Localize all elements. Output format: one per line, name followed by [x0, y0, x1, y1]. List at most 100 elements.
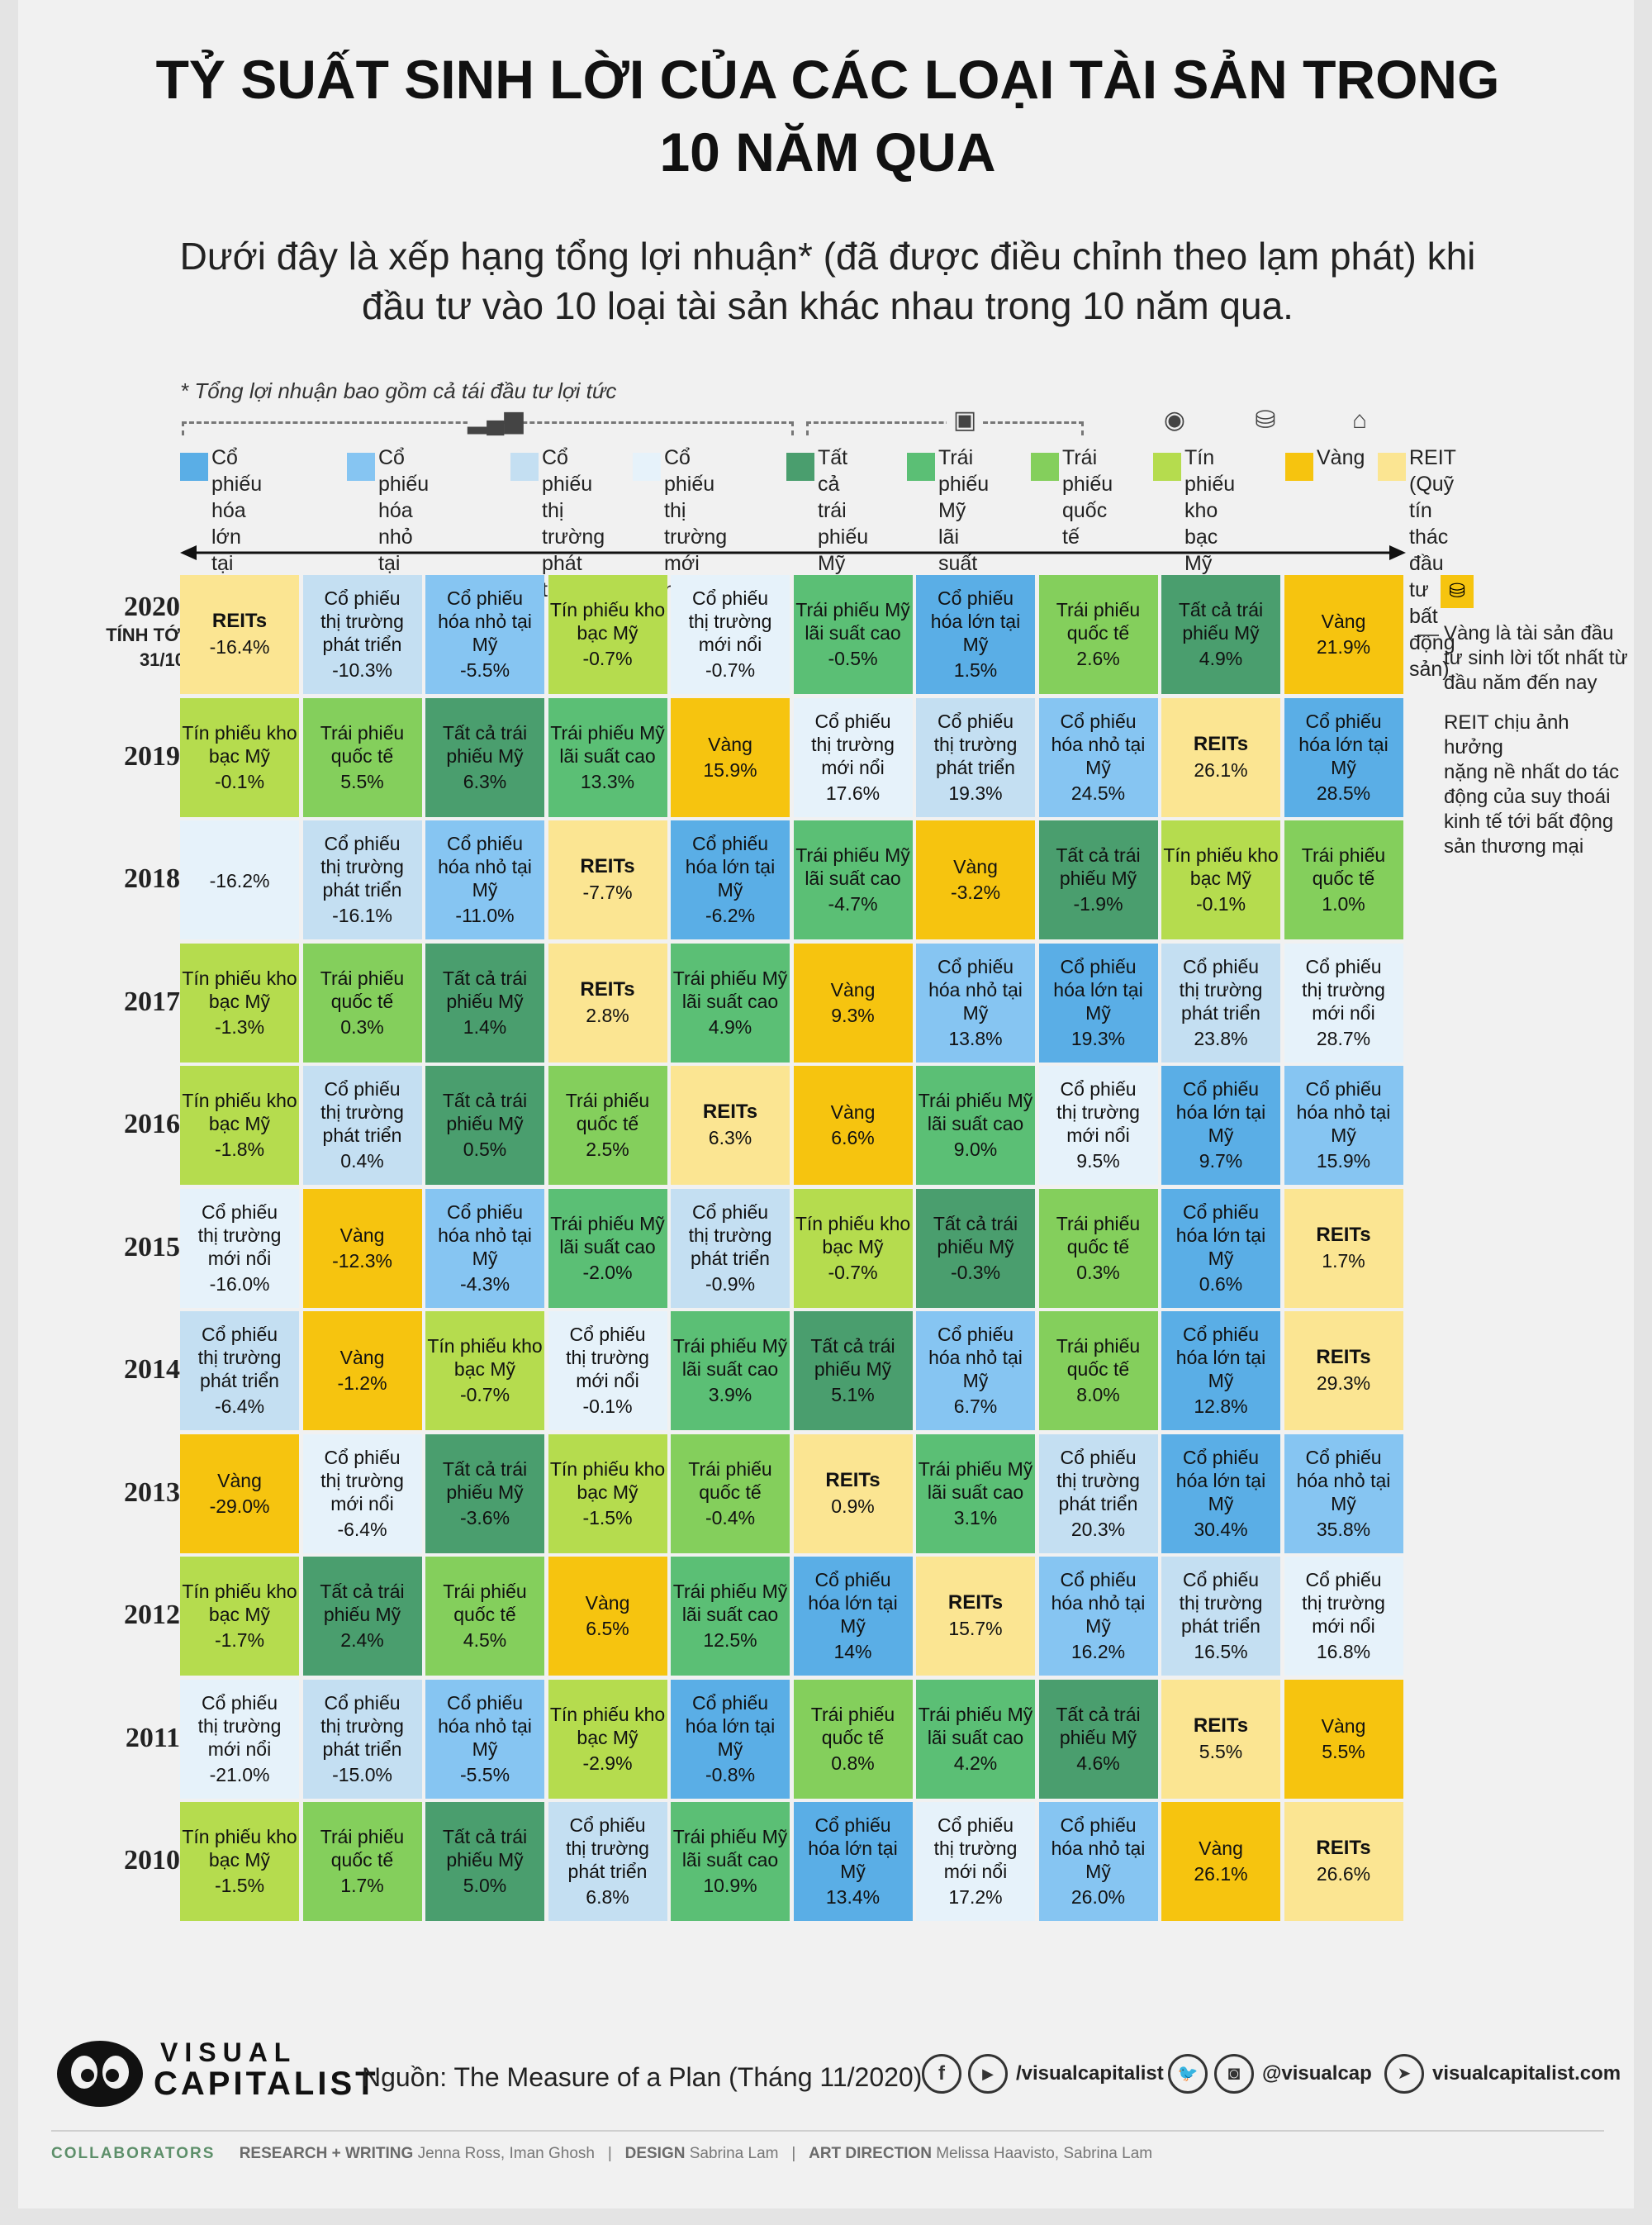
- cell-asset-name: Trái phiếu Mỹ lãi suất cao: [795, 844, 909, 890]
- cell-asset-name: REITs: [212, 610, 267, 633]
- return-cell: Tất cả trái phiếu Mỹ 0.5%: [425, 1066, 544, 1185]
- legend-label-line: đầu tư bất động sản): [1409, 552, 1455, 681]
- cell-asset-name: Vàng: [1199, 1837, 1243, 1860]
- cell-asset-name: Cổ phiếu thị trường mới nổi: [1302, 1568, 1385, 1638]
- cell-asset-name: Cổ phiếu thị trường mới nổi: [1056, 1077, 1140, 1147]
- cell-asset-name-line: Trái phiếu Mỹ: [795, 844, 910, 866]
- cell-asset-name-line: thị trường: [197, 1224, 282, 1246]
- cell-asset-name-line: Cổ phiếu: [446, 587, 524, 609]
- cell-return-value: -0.1%: [582, 1395, 633, 1417]
- cell-return-value: -0.7%: [828, 1261, 878, 1283]
- cell-asset-name: Tất cả trái phiếu Mỹ: [443, 1089, 527, 1135]
- cell-asset-name-line: REITs: [1316, 1346, 1371, 1368]
- cell-asset-name-line: Cổ phiếu: [324, 1078, 401, 1100]
- cell-asset-name: REITs: [1316, 1224, 1370, 1247]
- cell-asset-name-line: lãi suất cao: [927, 1726, 1024, 1748]
- cell-return-value: -16.0%: [209, 1272, 270, 1295]
- cell-return-value: 1.4%: [463, 1015, 507, 1038]
- legend-label: Vàng: [1317, 445, 1365, 471]
- cell-return-value: 4.2%: [953, 1752, 998, 1774]
- cell-asset-name-line: Vàng: [953, 856, 998, 877]
- cursor-icon[interactable]: ➤: [1384, 2054, 1424, 2094]
- year-label: 2010: [124, 1845, 180, 1876]
- page-subtitle: Dưới đây là xếp hạng tổng lợi nhuận* (đã…: [117, 231, 1538, 330]
- cell-return-value: 6.6%: [831, 1127, 875, 1148]
- return-cell: Cổ phiếu thị trường phát triển -15.0%: [302, 1679, 422, 1799]
- return-cell: Cổ phiếu hóa nhỏ tại Mỹ 24.5%: [1038, 697, 1158, 817]
- cell-asset-name-line: Cổ phiếu: [1305, 1446, 1382, 1468]
- cell-asset-name-line: Trái phiếu Mỹ: [672, 1335, 788, 1357]
- cell-asset-name-line: quốc tế: [576, 1113, 639, 1134]
- facebook-youtube-handle[interactable]: /visualcapitalist: [1016, 2062, 1164, 2085]
- cell-asset-name-line: Trái phiếu Mỹ: [672, 1581, 788, 1602]
- return-cell: REITs -16.4%: [180, 575, 299, 694]
- cell-return-value: 19.3%: [948, 782, 1003, 804]
- cell-asset-name: Tín phiếu kho bạc Mỹ: [182, 1089, 297, 1135]
- facebook-icon[interactable]: f: [922, 2054, 961, 2094]
- cell-asset-name-line: bạc Mỹ: [822, 1235, 884, 1258]
- cell-asset-name: Cổ phiếu hóa nhỏ tại Mỹ: [438, 587, 532, 656]
- cell-asset-name-line: lãi suất cao: [927, 1481, 1024, 1503]
- return-cell: REITs -7.7%: [548, 820, 667, 939]
- footer-divider: [51, 2130, 1604, 2132]
- cell-asset-name-line: hóa lớn tại: [808, 1838, 898, 1859]
- cell-asset-name: Cổ phiếu hóa nhỏ tại Mỹ: [1051, 1814, 1146, 1883]
- cell-asset-name-line: REITs: [825, 1468, 881, 1491]
- year-sublabel-line: 31/10: [139, 649, 185, 670]
- cell-asset-name: REITs: [825, 1469, 880, 1492]
- cell-return-value: -4.7%: [828, 893, 878, 915]
- return-cell: Tín phiếu kho bạc Mỹ -1.5%: [180, 1802, 299, 1921]
- cell-return-value: -2.9%: [582, 1752, 633, 1774]
- return-cell: Cổ phiếu thị trường phát triển 16.5%: [1161, 1557, 1280, 1676]
- cell-asset-name: Cổ phiếu hóa nhỏ tại Mỹ: [928, 1323, 1023, 1392]
- cell-asset-name-line: hóa lớn tại: [1175, 1469, 1266, 1491]
- year-label: 2014: [124, 1354, 180, 1385]
- cell-asset-name-line: mới nổi: [330, 1492, 394, 1514]
- return-cell: Vàng 15.9%: [671, 697, 790, 817]
- year-label: 2012: [124, 1600, 180, 1630]
- cell-asset-name-line: Trái phiếu: [688, 1457, 772, 1480]
- return-cell: Cổ phiếu hóa lớn tại Mỹ 19.3%: [1038, 943, 1158, 1063]
- cell-return-value: 3.1%: [953, 1506, 998, 1528]
- return-cell: Cổ phiếu hóa lớn tại Mỹ 1.5%: [916, 575, 1035, 694]
- cell-asset-name-line: Mỹ: [1331, 756, 1356, 778]
- cell-asset-name: Cổ phiếu hóa lớn tại Mỹ: [1176, 1077, 1265, 1147]
- website-link[interactable]: visualcapitalist.com: [1432, 2062, 1621, 2085]
- cell-asset-name-line: Trái phiếu Mỹ: [672, 1826, 788, 1847]
- research-names: Jenna Ross, Iman Ghosh: [417, 2145, 595, 2162]
- return-cell: Vàng 21.9%: [1284, 575, 1403, 694]
- cell-asset-name-line: Cổ phiếu: [937, 710, 1014, 732]
- year-label: 2015: [124, 1231, 180, 1262]
- cell-asset-name-line: Trái phiếu: [565, 1090, 650, 1111]
- cell-asset-name-line: thị trường: [320, 856, 404, 877]
- cell-asset-name: Tất cả trái phiếu Mỹ: [443, 721, 527, 768]
- cell-asset-name-line: Cổ phiếu: [691, 587, 769, 609]
- cell-asset-name-line: Cổ phiếu: [201, 1200, 278, 1223]
- cell-return-value: 23.8%: [1194, 1027, 1248, 1049]
- cell-asset-name: Cổ phiếu thị trường mới nổi: [198, 1200, 282, 1270]
- cell-return-value: 12.8%: [1194, 1395, 1248, 1417]
- cell-asset-name-line: Tất cả trái: [810, 1335, 895, 1357]
- cell-asset-name-line: phiếu Mỹ: [323, 1604, 401, 1625]
- cell-asset-name-line: phiếu Mỹ: [446, 1849, 524, 1871]
- youtube-icon[interactable]: ▶: [968, 2054, 1008, 2094]
- twitter-icon[interactable]: 🐦: [1168, 2054, 1208, 2094]
- cell-asset-name: Cổ phiếu thị trường mới nổi: [934, 1814, 1018, 1883]
- twitter-instagram-handle[interactable]: @visualcap: [1262, 2062, 1372, 2085]
- cell-asset-name-line: mới nổi: [698, 634, 762, 655]
- cell-return-value: 26.6%: [1316, 1863, 1371, 1885]
- cell-return-value: 9.3%: [831, 1004, 875, 1026]
- cell-asset-name-line: Tín phiếu kho: [182, 1826, 297, 1847]
- cell-asset-name-line: Trái phiếu Mỹ: [918, 1090, 1033, 1111]
- return-cell: Cổ phiếu hóa nhỏ tại Mỹ 16.2%: [1038, 1557, 1158, 1676]
- return-cell: Cổ phiếu hóa nhỏ tại Mỹ 26.0%: [1038, 1802, 1158, 1921]
- cell-asset-name: Tín phiếu kho bạc Mỹ: [182, 721, 297, 768]
- instagram-icon[interactable]: ◙: [1214, 2054, 1254, 2094]
- return-cell: Trái phiếu Mỹ lãi suất cao 12.5%: [671, 1557, 790, 1676]
- return-cell: REITs 15.7%: [916, 1557, 1035, 1676]
- legend-swatch: [1378, 453, 1406, 481]
- visual-capitalist-logo[interactable]: VISUAL CAPITALIST: [55, 2031, 385, 2117]
- annotation-reit: REIT chịu ảnh hưởng nặng nề nhất do tác …: [1444, 711, 1620, 858]
- cell-asset-name-line: thị trường: [320, 1101, 404, 1123]
- cell-asset-name-line: Trái phiếu Mỹ: [795, 599, 910, 620]
